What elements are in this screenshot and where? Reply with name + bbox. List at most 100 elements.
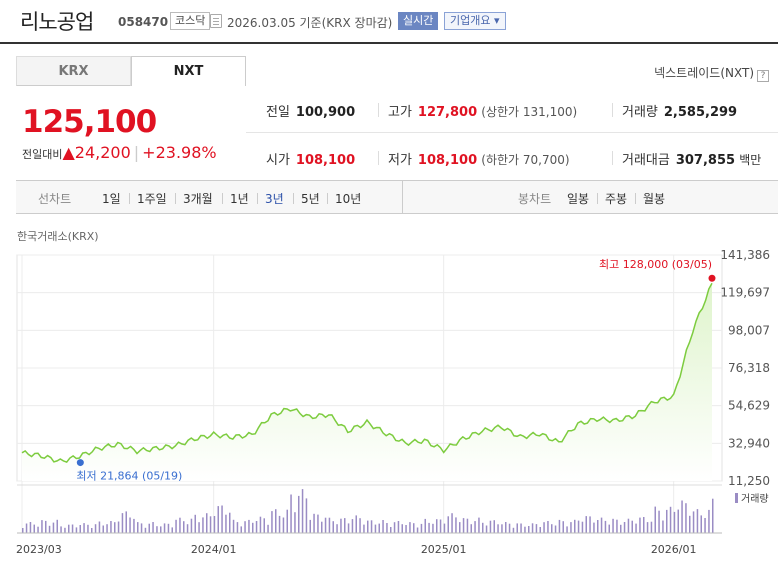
volume-bar xyxy=(148,523,150,533)
volume-bar xyxy=(620,524,622,533)
volume-bar xyxy=(156,526,158,533)
volume-bar xyxy=(547,521,549,533)
volume-bar xyxy=(252,522,254,533)
help-icon[interactable]: ? xyxy=(757,70,769,82)
volume-bar xyxy=(171,527,173,533)
company-overview-button[interactable]: 기업개요 ▾ xyxy=(444,12,506,30)
change-separator: | xyxy=(133,143,140,162)
volume-bar xyxy=(263,518,265,533)
volume-bar xyxy=(558,519,561,533)
volume-bar xyxy=(554,525,557,533)
volume-bar xyxy=(259,516,262,533)
volume-legend-label: 거래량 xyxy=(741,493,769,505)
document-icon xyxy=(210,14,222,28)
candle-chart-label: 봉차트 xyxy=(518,192,552,206)
volume-bar xyxy=(25,523,28,533)
candle-daily[interactable]: 일봉 xyxy=(567,192,590,206)
market-badge: 코스닥 xyxy=(170,12,211,30)
volume-bar xyxy=(673,511,676,533)
period-5y[interactable]: 5년 xyxy=(301,192,320,206)
period-1d[interactable]: 1일 xyxy=(102,192,121,206)
period-3m[interactable]: 3개월 xyxy=(183,192,213,206)
volume-bar xyxy=(98,521,101,533)
volume-bar xyxy=(240,526,242,533)
volume-bar xyxy=(432,523,434,533)
x-tick-label: 2026/01 xyxy=(651,543,697,556)
volume-bar xyxy=(459,522,461,533)
volume-bar xyxy=(359,518,361,533)
stats-divider xyxy=(246,132,778,133)
volume-bar xyxy=(282,517,285,533)
volume-bar xyxy=(309,519,311,533)
volume-bar xyxy=(439,519,442,533)
change-percent: +23.98% xyxy=(142,143,217,162)
period-bar: 선차트 1일 1주일 3개월 1년 3년 5년 10년 봉차트 일봉 주봉 월봉 xyxy=(16,180,778,214)
volume-bar xyxy=(94,524,97,533)
volume-bar xyxy=(593,522,595,533)
y-tick-label: 32,940 xyxy=(728,436,770,450)
volume-legend-swatch xyxy=(735,493,738,503)
volume-bar xyxy=(190,518,193,533)
volume-bar xyxy=(370,520,373,533)
volume-bar xyxy=(179,517,181,533)
volume-bar xyxy=(275,509,277,533)
volume-bar xyxy=(623,522,626,533)
volume-bar xyxy=(317,514,319,533)
volume-bar xyxy=(102,525,104,533)
period-10y[interactable]: 10년 xyxy=(335,192,362,206)
volume-bar xyxy=(175,519,177,533)
volume-bar xyxy=(117,521,120,533)
volume-bar xyxy=(267,524,269,533)
volume-bar xyxy=(248,519,250,533)
y-tick-label: 119,697 xyxy=(720,286,770,300)
nxt-link[interactable]: 넥스트레이드(NXT)? xyxy=(654,64,769,82)
period-3y[interactable]: 3년 xyxy=(265,192,284,206)
volume-bar xyxy=(41,520,43,533)
realtime-button[interactable]: 실시간 xyxy=(398,12,439,30)
period-1y[interactable]: 1년 xyxy=(230,192,249,206)
tab-nxt[interactable]: NXT xyxy=(131,56,246,86)
volume-bar xyxy=(413,523,415,533)
stat-open: 시가 108,100 xyxy=(266,153,356,168)
volume-bar xyxy=(129,517,131,533)
volume-bar xyxy=(221,505,223,533)
tab-krx[interactable]: KRX xyxy=(16,56,131,86)
volume-bar xyxy=(121,513,124,533)
stat-prev: 전일 100,900 xyxy=(266,105,356,120)
volume-bar xyxy=(524,526,526,533)
volume-bar xyxy=(658,510,660,533)
volume-bar xyxy=(543,522,545,533)
volume-bar xyxy=(152,522,154,533)
exchange-label: 한국거래소(KRX) xyxy=(17,230,99,243)
volume-bar xyxy=(347,523,350,533)
volume-bar xyxy=(650,521,653,533)
volume-bar xyxy=(516,523,518,533)
volume-bar xyxy=(294,512,296,533)
candle-weekly[interactable]: 주봉 xyxy=(605,192,628,206)
stat-low: 저가 108,100 (하한가 70,700) xyxy=(388,153,570,168)
volume-bar xyxy=(581,521,584,533)
volume-bar xyxy=(351,519,354,533)
volume-bar xyxy=(501,524,503,533)
volume-bar xyxy=(677,509,679,533)
volume-bar xyxy=(574,519,576,533)
volume-bar xyxy=(420,523,423,533)
period-1w[interactable]: 1주일 xyxy=(137,192,167,206)
volume-bar xyxy=(48,525,51,533)
volume-bar xyxy=(106,524,108,533)
volume-bar xyxy=(654,506,656,533)
volume-bar xyxy=(64,527,66,533)
volume-bar xyxy=(405,525,407,533)
volume-bar xyxy=(443,523,446,533)
volume-bar xyxy=(33,524,35,533)
candle-monthly[interactable]: 월봉 xyxy=(643,192,666,206)
volume-bar xyxy=(298,495,300,533)
volume-bar xyxy=(133,518,135,533)
stat-high: 고가 127,800 (상한가 131,100) xyxy=(388,105,578,120)
volume-bar xyxy=(474,521,476,533)
volume-bar xyxy=(340,518,342,533)
volume-bar xyxy=(393,522,396,533)
volume-bar xyxy=(539,527,541,533)
y-tick-label: 54,629 xyxy=(728,399,770,413)
